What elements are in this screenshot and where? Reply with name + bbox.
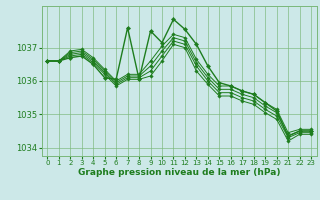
X-axis label: Graphe pression niveau de la mer (hPa): Graphe pression niveau de la mer (hPa)	[78, 168, 280, 177]
